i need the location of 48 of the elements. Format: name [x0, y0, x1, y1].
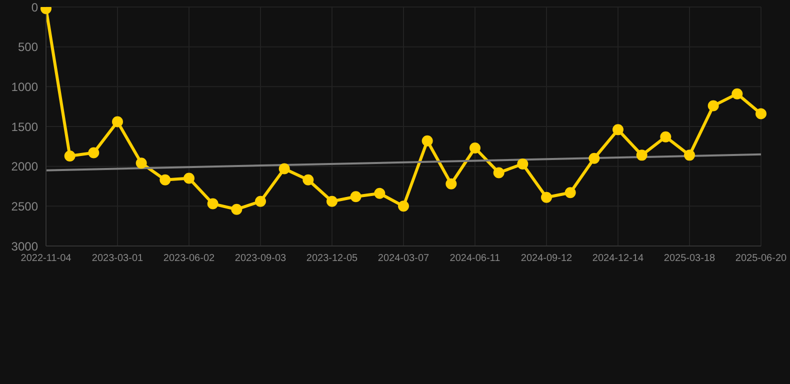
x-tick-label: 2023-06-02 — [163, 253, 216, 264]
point — [184, 172, 194, 184]
point — [493, 167, 504, 178]
x-tick-label: 2023-12-05 — [306, 253, 358, 264]
point — [350, 191, 362, 202]
point — [302, 174, 314, 186]
point — [446, 178, 457, 190]
point — [326, 196, 338, 207]
point — [207, 198, 218, 210]
y-tick-label: 0 — [31, 0, 38, 14]
point — [136, 158, 147, 169]
point — [517, 158, 528, 170]
point — [636, 150, 648, 161]
x-tick-label: 2023-09-03 — [234, 253, 287, 264]
x-tick-label: 2024-03-07 — [378, 253, 430, 264]
point — [278, 163, 290, 174]
point — [112, 116, 123, 128]
point — [231, 204, 242, 215]
point — [588, 152, 600, 164]
x-tick-label: 2025-06-20 — [735, 253, 788, 264]
x-tick-label: 2025-03-18 — [664, 253, 716, 264]
x-tick-label: 2022-11-04 — [20, 253, 72, 264]
point — [612, 124, 624, 136]
point — [88, 147, 100, 158]
x-tick-label: 2023-03-01 — [92, 253, 144, 264]
point — [160, 174, 171, 186]
point — [708, 100, 719, 112]
x-tick-label: 2024-12-14 — [592, 253, 644, 264]
y-tick-label: 1000 — [11, 80, 38, 94]
point — [756, 108, 766, 120]
point — [64, 150, 76, 162]
point — [398, 200, 409, 212]
y-tick-label: 1500 — [11, 120, 38, 134]
y-tick-label: 2000 — [11, 160, 38, 174]
point — [732, 88, 743, 100]
y-tick-label: 500 — [18, 40, 38, 54]
point — [660, 131, 672, 142]
point — [684, 150, 695, 161]
point — [470, 142, 480, 154]
x-tick-label: 2024-06-11 — [450, 253, 501, 264]
y-tick-label: 3000 — [11, 239, 38, 254]
y-tick-label: 2500 — [11, 199, 38, 214]
point — [564, 187, 576, 198]
point — [255, 196, 266, 207]
point — [541, 192, 552, 203]
point — [422, 135, 433, 146]
point — [374, 188, 386, 199]
x-tick-label: 2024-09-12 — [520, 253, 573, 264]
